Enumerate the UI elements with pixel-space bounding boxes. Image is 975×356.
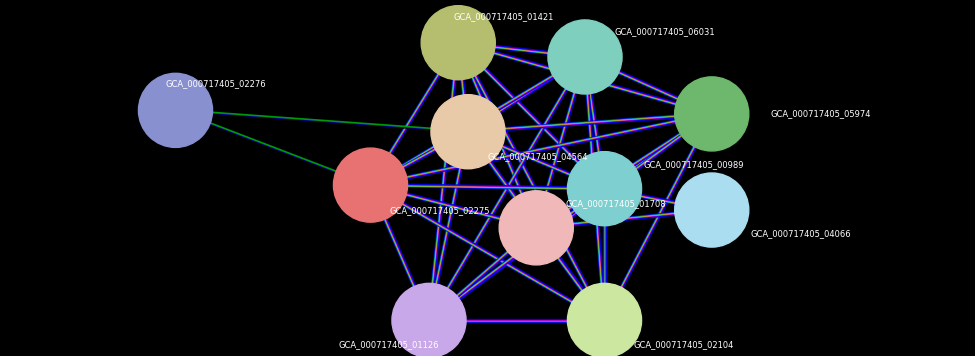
Text: GCA_000717405_02275: GCA_000717405_02275 xyxy=(390,206,490,215)
Ellipse shape xyxy=(675,173,749,247)
Ellipse shape xyxy=(392,283,466,356)
Ellipse shape xyxy=(548,20,622,94)
Text: GCA_000717405_04066: GCA_000717405_04066 xyxy=(751,230,851,239)
Ellipse shape xyxy=(431,95,505,169)
Text: GCA_000717405_04564: GCA_000717405_04564 xyxy=(488,152,588,161)
Text: GCA_000717405_02104: GCA_000717405_02104 xyxy=(634,340,734,349)
Text: GCA_000717405_05974: GCA_000717405_05974 xyxy=(770,109,871,119)
Ellipse shape xyxy=(675,77,749,151)
Ellipse shape xyxy=(138,73,213,147)
Ellipse shape xyxy=(567,283,642,356)
Text: GCA_000717405_01708: GCA_000717405_01708 xyxy=(566,199,666,208)
Ellipse shape xyxy=(499,191,573,265)
Text: GCA_000717405_01126: GCA_000717405_01126 xyxy=(338,340,439,349)
Ellipse shape xyxy=(421,6,495,80)
Text: GCA_000717405_01421: GCA_000717405_01421 xyxy=(453,12,554,21)
Ellipse shape xyxy=(567,152,642,226)
Text: GCA_000717405_06031: GCA_000717405_06031 xyxy=(614,27,715,36)
Text: GCA_000717405_00989: GCA_000717405_00989 xyxy=(644,160,744,169)
Text: GCA_000717405_02276: GCA_000717405_02276 xyxy=(166,79,266,88)
Ellipse shape xyxy=(333,148,408,222)
